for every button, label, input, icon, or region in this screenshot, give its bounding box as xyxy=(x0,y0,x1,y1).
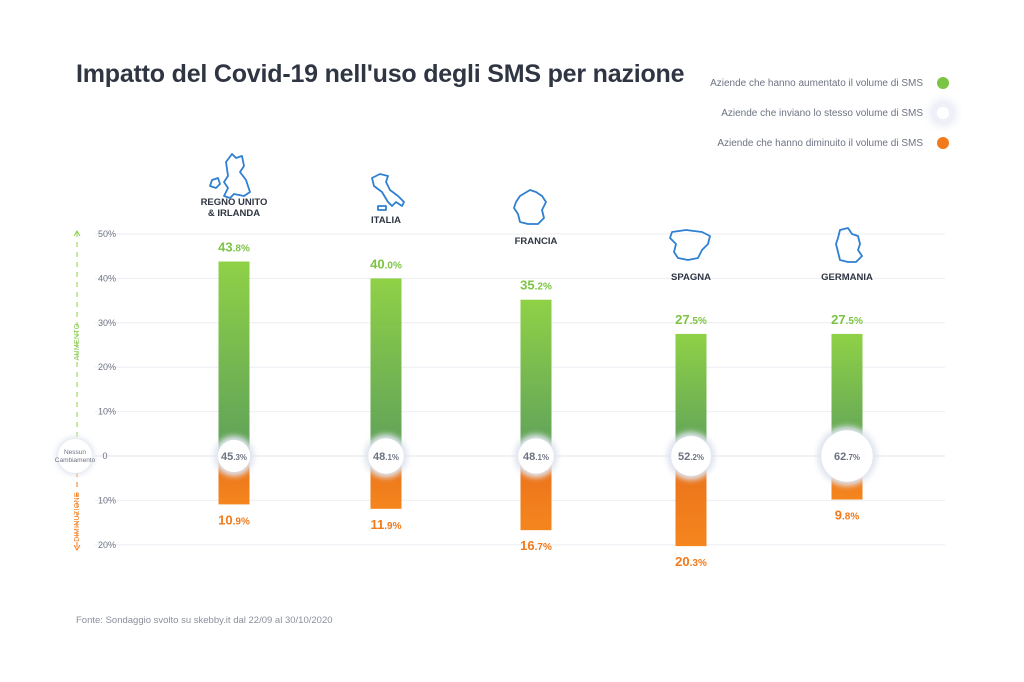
axis-up-arrow xyxy=(73,230,81,237)
axis-down-label: DIMINUZIONE xyxy=(74,492,81,542)
bubble-same xyxy=(518,438,554,474)
country-label: ITALIA xyxy=(371,215,401,226)
legend-label-decrease: Aziende che hanno diminuito il volume di… xyxy=(717,137,923,149)
country-outline-icon xyxy=(371,173,405,211)
data-label-same: 48.1% xyxy=(523,451,549,463)
y-tick-label: 50% xyxy=(98,229,116,239)
zero-label-line: Nessun xyxy=(64,449,86,456)
data-label-decrease: 16.7% xyxy=(520,538,552,553)
country-label: GERMANIA xyxy=(821,272,873,283)
data-label-same: 52.2% xyxy=(678,451,704,463)
axis-up-label: AUMENTO xyxy=(74,323,81,360)
data-label-increase: 27.5% xyxy=(675,312,707,327)
y-tick-label-zero: 0 xyxy=(102,451,107,461)
bubble-same xyxy=(217,439,251,473)
legend-label-same: Aziende che inviano lo stesso volume di … xyxy=(721,107,923,119)
bar-increase xyxy=(218,261,250,456)
country-outline-icon xyxy=(513,189,547,225)
data-labels: REGNO UNITO& IRLANDA 43.8% 45.3% 10.9% ITALI… xyxy=(201,153,873,569)
chart-title: Impatto del Covid-19 nell'uso degli SMS … xyxy=(76,60,685,88)
legend: Aziende che hanno aumentato il volume di… xyxy=(649,68,949,158)
bars xyxy=(213,261,877,547)
bubble-same xyxy=(671,436,711,476)
source-note: Fonte: Sondaggio svolto su skebby.it dal… xyxy=(76,615,333,626)
y-tick-label: 20% xyxy=(98,540,116,550)
y-tick-label: 10% xyxy=(98,495,116,505)
legend-swatch-same xyxy=(937,107,949,119)
legend-item-same: Aziende che inviano lo stesso volume di … xyxy=(649,98,949,128)
data-label-same: 48.1% xyxy=(373,451,399,463)
y-tick-label: 40% xyxy=(98,273,116,283)
data-label-same: 62.7% xyxy=(834,451,860,463)
bubble-same xyxy=(821,430,873,482)
data-label-increase: 40.0% xyxy=(370,256,402,271)
data-label-increase: 43.8% xyxy=(218,240,250,255)
zero-bubble xyxy=(58,439,92,473)
legend-swatch-increase xyxy=(937,77,949,89)
data-label-decrease: 20.3% xyxy=(675,554,707,569)
country-label: REGNO UNITO xyxy=(201,197,268,208)
country-label: & IRLANDA xyxy=(208,208,260,219)
country-label: FRANCIA xyxy=(515,236,558,247)
legend-item-decrease: Aziende che hanno diminuito il volume di… xyxy=(649,128,949,158)
y-tick-label: 10% xyxy=(98,407,116,417)
country-label: SPAGNA xyxy=(671,272,711,283)
y-axis: 50% 40% 30% 20% 10% 0 10% 20% AUMENTO DIMINUZIONE… xyxy=(55,229,116,551)
data-label-increase: 35.2% xyxy=(520,278,552,293)
country-outline-icon xyxy=(669,229,711,261)
y-tick-label: 20% xyxy=(98,362,116,372)
data-label-decrease: 10.9% xyxy=(218,512,250,527)
legend-item-increase: Aziende che hanno aumentato il volume di… xyxy=(649,68,949,98)
bar-increase xyxy=(370,278,402,456)
bubble-same xyxy=(368,438,404,474)
axis-down-arrow xyxy=(73,544,81,551)
zero-label-line: Cambiamento xyxy=(55,457,96,464)
country-outline-icon xyxy=(209,153,251,199)
data-label-decrease: 11.9% xyxy=(371,517,402,532)
y-tick-label: 30% xyxy=(98,318,116,328)
bar-increase xyxy=(520,299,552,456)
data-label-increase: 27.5% xyxy=(831,312,863,327)
data-label-decrease: 9.8% xyxy=(835,508,860,523)
country-outline-icon xyxy=(835,227,863,263)
legend-swatch-decrease xyxy=(937,137,949,149)
legend-label-increase: Aziende che hanno aumentato il volume di… xyxy=(710,77,923,89)
data-label-same: 45.3% xyxy=(221,451,247,463)
